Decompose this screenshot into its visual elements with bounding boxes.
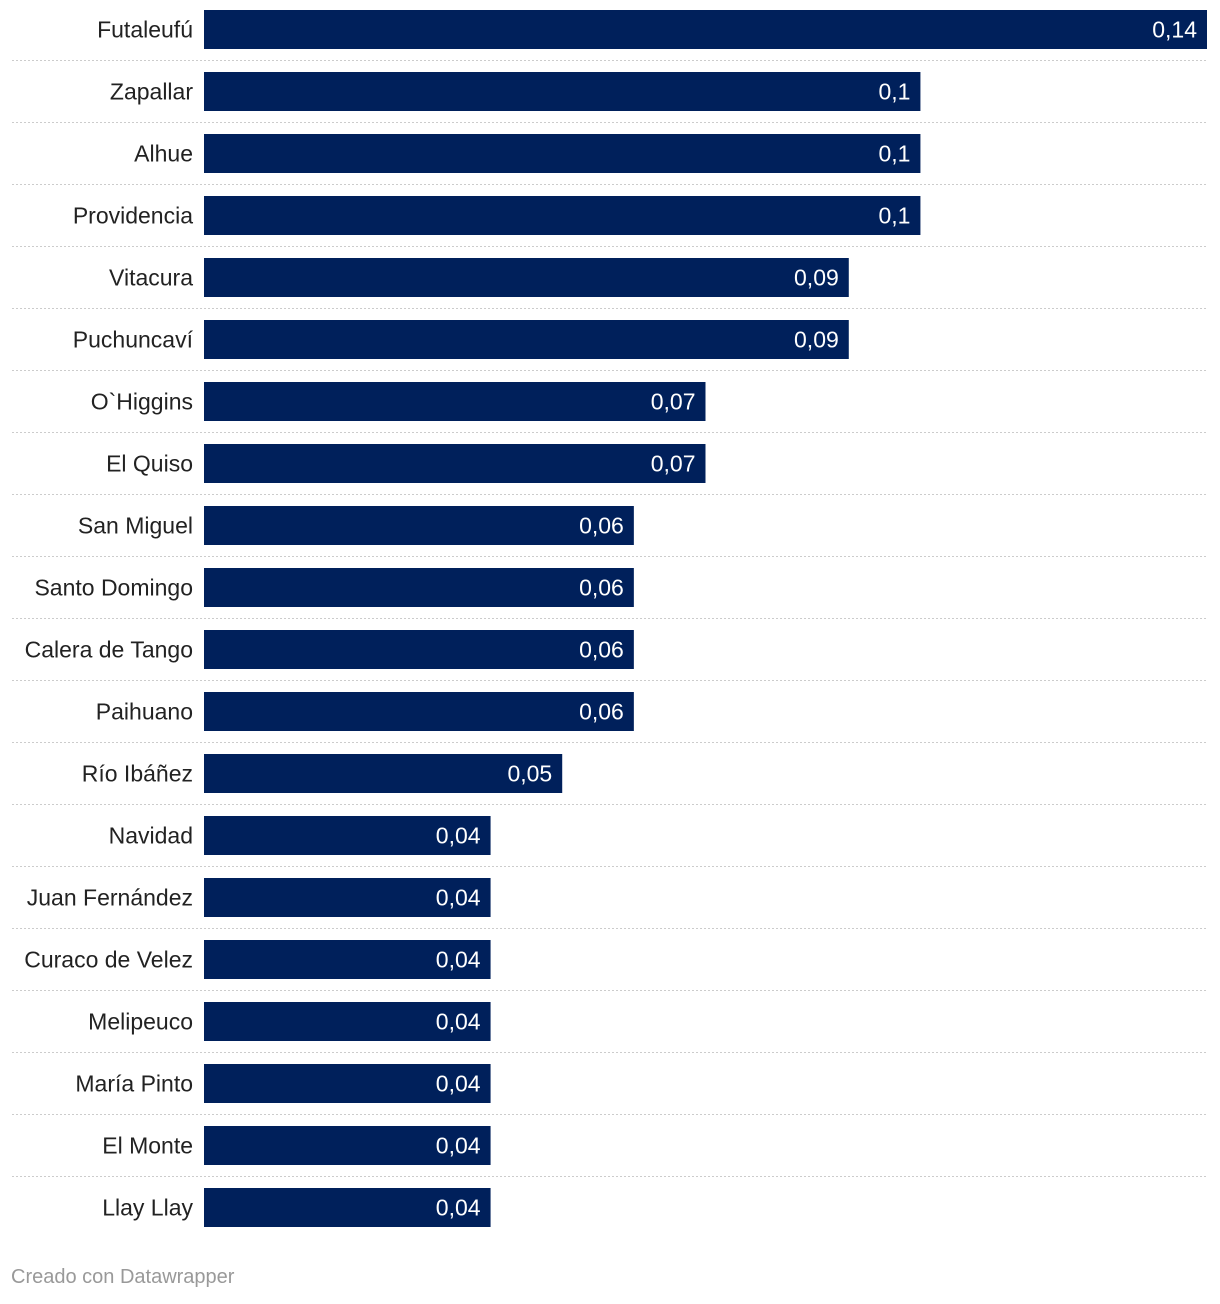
bar-value-label: 0,07 <box>651 451 696 477</box>
row-label: María Pinto <box>75 1071 193 1097</box>
row-label: Juan Fernández <box>27 885 193 911</box>
bar-value-label: 0,04 <box>436 885 481 911</box>
bar-value-label: 0,1 <box>878 141 910 167</box>
bar-value-label: 0,04 <box>436 1071 481 1097</box>
row-label: Río Ibáñez <box>82 761 193 787</box>
row-label: San Miguel <box>78 513 193 539</box>
bar <box>204 878 491 917</box>
bar-value-label: 0,1 <box>878 203 910 229</box>
datawrapper-credit: Creado con Datawrapper <box>11 1266 235 1288</box>
row-label: Vitacura <box>109 265 193 291</box>
bar <box>204 1002 491 1041</box>
bar <box>204 692 634 731</box>
row-label: Zapallar <box>110 79 193 105</box>
bar <box>204 10 1207 49</box>
bar <box>204 72 921 111</box>
bar-chart: Futaleufú 0,14 Zapallar 0,1 Alhue 0,1 Providen… <box>12 10 1207 1227</box>
row-label: El Quiso <box>106 451 193 477</box>
bar <box>204 940 491 979</box>
bar-value-label: 0,04 <box>436 823 481 849</box>
bar <box>204 568 634 607</box>
bar-value-label: 0,09 <box>794 265 839 291</box>
bar-value-label: 0,1 <box>878 79 910 105</box>
row-label: Futaleufú <box>97 17 193 43</box>
bar <box>204 1188 491 1227</box>
bar-value-label: 0,04 <box>436 1133 481 1159</box>
bar <box>204 444 706 483</box>
bar <box>204 382 706 421</box>
bar-value-label: 0,04 <box>436 947 481 973</box>
row-label: Santo Domingo <box>34 575 193 601</box>
bar <box>204 506 634 545</box>
row-label: Alhue <box>134 141 193 167</box>
bar-value-label: 0,07 <box>651 389 696 415</box>
bar-value-label: 0,05 <box>507 761 552 787</box>
bar-value-label: 0,06 <box>579 699 624 725</box>
row-label: Calera de Tango <box>25 637 193 663</box>
bar <box>204 196 921 235</box>
row-label: Navidad <box>109 823 193 849</box>
row-label: O`Higgins <box>91 389 193 415</box>
bar <box>204 754 563 793</box>
bar <box>204 258 849 297</box>
bar-value-label: 0,06 <box>579 513 624 539</box>
row-label: Providencia <box>73 203 193 229</box>
bar <box>204 134 921 173</box>
row-label: Melipeuco <box>88 1009 193 1035</box>
bar <box>204 1064 491 1103</box>
row-label: Puchuncaví <box>73 327 194 353</box>
bar-value-label: 0,06 <box>579 637 624 663</box>
bar <box>204 816 491 855</box>
bar-value-label: 0,06 <box>579 575 624 601</box>
row-label: El Monte <box>102 1133 193 1159</box>
bar-value-label: 0,09 <box>794 327 839 353</box>
bar <box>204 1126 491 1165</box>
bar <box>204 630 634 669</box>
row-label: Llay Llay <box>102 1195 193 1221</box>
bar-value-label: 0,04 <box>436 1009 481 1035</box>
bar <box>204 320 849 359</box>
row-label: Curaco de Velez <box>24 947 193 973</box>
bar-value-label: 0,04 <box>436 1195 481 1221</box>
row-label: Paihuano <box>96 699 193 725</box>
bar-value-label: 0,14 <box>1152 17 1197 43</box>
